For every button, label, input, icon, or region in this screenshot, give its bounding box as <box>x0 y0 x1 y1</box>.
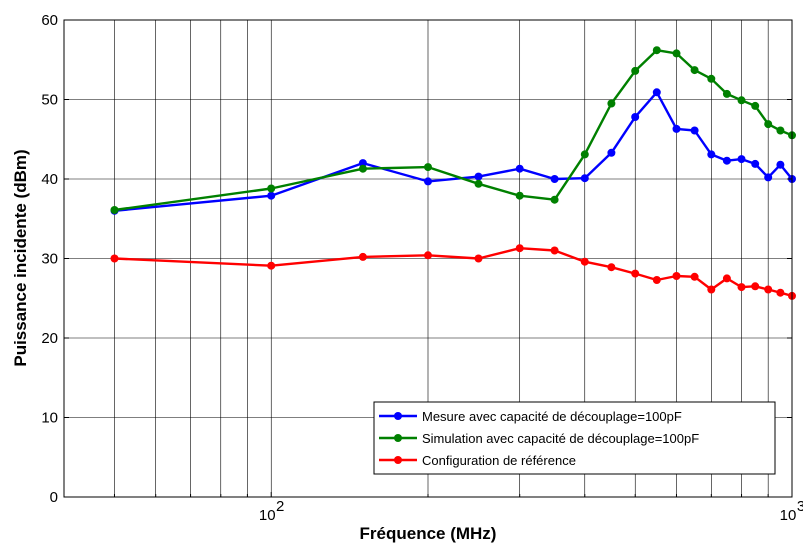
series-layer <box>110 46 796 300</box>
series-1-point <box>267 191 276 200</box>
legend-label: Mesure avec capacité de découplage=100pF <box>422 409 682 424</box>
series-2-point <box>580 150 589 159</box>
series-3-point <box>690 272 699 281</box>
series-1-point <box>776 160 785 169</box>
series-1-point <box>764 173 773 182</box>
series-1-point <box>722 156 731 165</box>
legend-label: Simulation avec capacité de découplage=1… <box>422 431 699 446</box>
series-3-point <box>776 288 785 297</box>
series-3-point <box>110 254 119 263</box>
x-tick-label: 10 <box>259 507 276 524</box>
y-tick-label: 0 <box>50 489 58 506</box>
y-tick-label: 20 <box>41 330 58 347</box>
legend-label: Configuration de référence <box>422 453 576 468</box>
series-1-point <box>707 150 716 159</box>
y-axis-title: Puissance incidente (dBm) <box>11 149 30 366</box>
y-tick-label: 40 <box>41 171 58 188</box>
legend-swatch-marker <box>394 456 402 464</box>
series-3-point <box>515 244 524 253</box>
series-1-point <box>474 172 483 181</box>
x-tick-label: 10 <box>780 507 797 524</box>
y-tick-label: 50 <box>41 92 58 109</box>
series-3-point <box>474 254 483 263</box>
series-2-point <box>652 46 661 55</box>
series-2-point <box>550 195 559 204</box>
legend: Mesure avec capacité de découplage=100pF… <box>373 401 776 475</box>
series-2-point <box>631 66 640 75</box>
series-1-point <box>737 155 746 164</box>
series-2-point <box>776 126 785 135</box>
series-2-point <box>267 184 276 193</box>
series-2-point <box>358 164 367 173</box>
series-2-point <box>707 74 716 83</box>
series-2-point <box>690 66 699 75</box>
series-3-point <box>751 282 760 291</box>
series-2-point <box>474 179 483 188</box>
series-1-point <box>424 177 432 186</box>
legend-swatch-marker <box>394 412 402 420</box>
y-tick-label: 10 <box>41 410 58 427</box>
series-3-point <box>607 263 616 272</box>
series-2-point <box>110 206 119 214</box>
series-1-point <box>607 148 616 157</box>
y-tick-label: 30 <box>41 251 58 268</box>
y-tick-label: 60 <box>41 12 58 29</box>
x-axis-title: Fréquence (MHz) <box>360 524 497 543</box>
legend-swatch-marker <box>394 434 402 442</box>
series-2-point <box>515 191 524 200</box>
series-1-point <box>358 159 367 168</box>
series-3-point <box>267 261 276 270</box>
series-2-point <box>751 101 760 110</box>
series-3-point <box>424 251 432 260</box>
series-3-point <box>358 252 367 261</box>
series-2-point <box>672 49 681 58</box>
series-3-point <box>652 276 661 284</box>
series-3-point <box>707 285 716 294</box>
series-3-point <box>672 272 681 280</box>
series-2-point <box>737 96 746 105</box>
series-3-point <box>550 246 559 255</box>
legend-box <box>373 401 776 475</box>
series-1-point <box>751 159 760 168</box>
series-1-point <box>580 174 589 183</box>
series-2-point <box>424 163 432 172</box>
series-3-point <box>764 285 773 294</box>
series-3-point <box>580 257 589 266</box>
series-2-point <box>722 89 731 98</box>
series-2-point <box>764 120 773 129</box>
series-2-point <box>607 99 616 108</box>
series-1-point <box>631 113 640 121</box>
series-3-point <box>631 269 640 278</box>
series-1-point <box>672 124 681 133</box>
series-3-point <box>722 274 731 283</box>
series-1-point <box>652 88 661 97</box>
series-3-point <box>737 283 746 292</box>
series-1-point <box>515 164 524 173</box>
series-1-point <box>550 175 559 183</box>
x-tick-exponent: 3 <box>797 498 803 515</box>
x-tick-exponent: 2 <box>276 498 284 515</box>
series-1-point <box>690 126 699 135</box>
